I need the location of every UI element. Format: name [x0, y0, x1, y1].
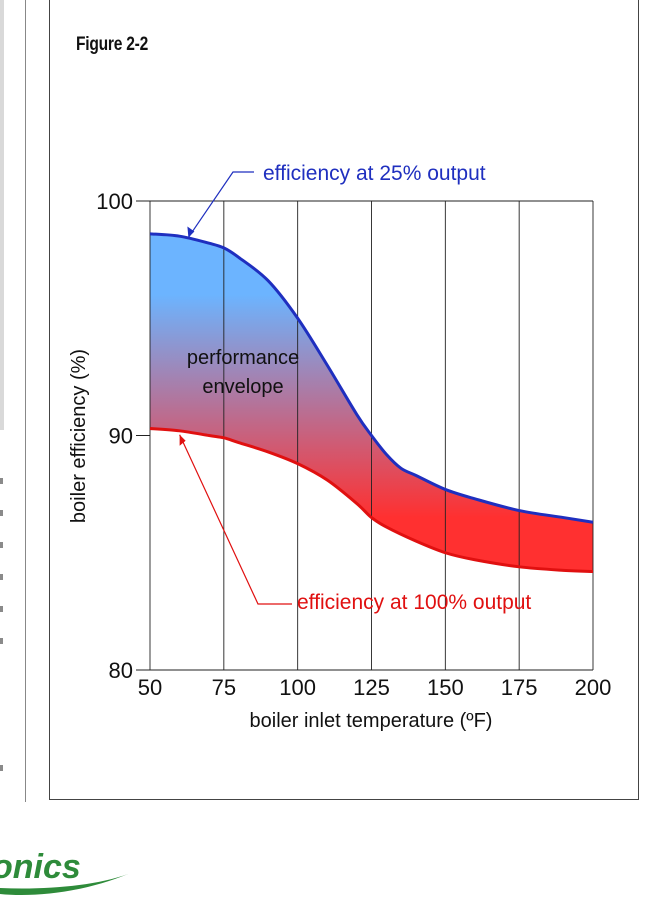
arrowhead-25-percent: [187, 226, 195, 238]
series-line-25-percent-output: [149, 232, 594, 524]
leader-line-25-percent: [187, 171, 254, 238]
label-envelope: envelope: [202, 376, 283, 398]
arrowhead-100-percent: [179, 434, 186, 446]
x-axis-label: boiler inlet temperature (ºF): [250, 710, 493, 732]
left-margin-marks: [0, 430, 6, 800]
figure-title: Figure 2-2: [76, 34, 149, 55]
left-margin-bar: [0, 0, 4, 430]
x-tick-label-150: 150: [427, 675, 464, 700]
y-axis-label: boiler efficiency (%): [68, 349, 90, 523]
x-tick-label-125: 125: [353, 675, 390, 700]
series-line-100-percent-output: [149, 426, 594, 574]
y-tick-label-80: 80: [109, 658, 133, 683]
y-tick-label-100: 100: [96, 189, 133, 214]
annotation-25-percent-output: efficiency at 25% output: [263, 162, 486, 185]
y-tick-label-90: 90: [109, 424, 133, 449]
brand-logo-text: onics: [0, 848, 81, 886]
leader-line-100-percent: [179, 434, 292, 605]
page-divider: [25, 0, 26, 802]
brand-logo-swoosh: [0, 874, 128, 896]
x-tick-label-50: 50: [138, 675, 162, 700]
annotation-100-percent-output: efficiency at 100% output: [297, 591, 531, 614]
x-tick-label-200: 200: [575, 675, 612, 700]
x-tick-label-175: 175: [501, 675, 538, 700]
x-tick-label-75: 75: [212, 675, 236, 700]
x-tick-label-100: 100: [279, 675, 316, 700]
performance-envelope-area: [150, 233, 593, 572]
label-performance: performance: [187, 347, 299, 369]
